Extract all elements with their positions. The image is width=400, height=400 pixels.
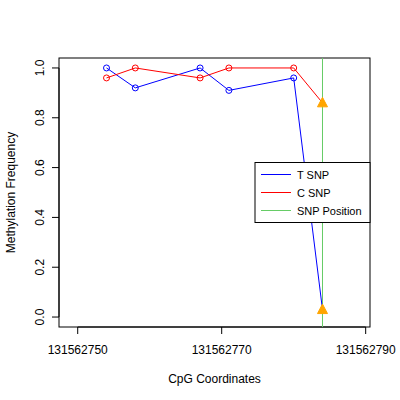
y-tick-label: 0.8 <box>33 109 47 126</box>
y-tick-label: 0.6 <box>33 159 47 176</box>
legend-swatch <box>261 174 291 175</box>
point <box>291 65 297 71</box>
y-tick <box>52 117 59 118</box>
point <box>291 75 297 81</box>
point <box>197 65 203 71</box>
chart: 131562750 131562770 131562790 0.0 0.2 0.4 0.6 0… <box>0 0 400 400</box>
plot-frame <box>59 58 370 327</box>
y-tick-label: 0.2 <box>33 259 47 276</box>
y-tick <box>52 267 59 268</box>
x-tick <box>365 327 366 334</box>
y-tick <box>52 217 59 218</box>
x-axis-label: CpG Coordinates <box>168 372 261 386</box>
y-tick-label: 1.0 <box>33 59 47 76</box>
y-tick-label: 0.0 <box>33 308 47 325</box>
y-axis-line <box>59 68 60 317</box>
y-axis-label: Methylation Frequency <box>4 132 18 253</box>
y-tick-label: 0.4 <box>33 209 47 226</box>
legend-label: SNP Position <box>297 205 362 217</box>
legend-box <box>255 163 370 223</box>
x-tick-label: 131562770 <box>192 343 252 357</box>
snp-marker <box>317 304 327 314</box>
point <box>104 65 110 71</box>
point <box>197 75 203 81</box>
series-line <box>107 68 323 103</box>
legend-label: T SNP <box>297 169 329 181</box>
x-tick <box>77 327 78 334</box>
legend-swatch <box>261 192 291 193</box>
point <box>226 65 232 71</box>
point <box>104 75 110 81</box>
y-tick <box>52 67 59 68</box>
x-tick-label: 131562750 <box>48 343 108 357</box>
point <box>226 87 232 93</box>
legend-swatch <box>261 210 291 211</box>
point <box>132 85 138 91</box>
x-tick-label: 131562790 <box>336 343 396 357</box>
point <box>132 65 138 71</box>
snp-marker <box>317 97 327 107</box>
legend-label: C SNP <box>297 187 331 199</box>
y-tick <box>52 317 59 318</box>
x-tick <box>221 327 222 334</box>
y-tick <box>52 167 59 168</box>
